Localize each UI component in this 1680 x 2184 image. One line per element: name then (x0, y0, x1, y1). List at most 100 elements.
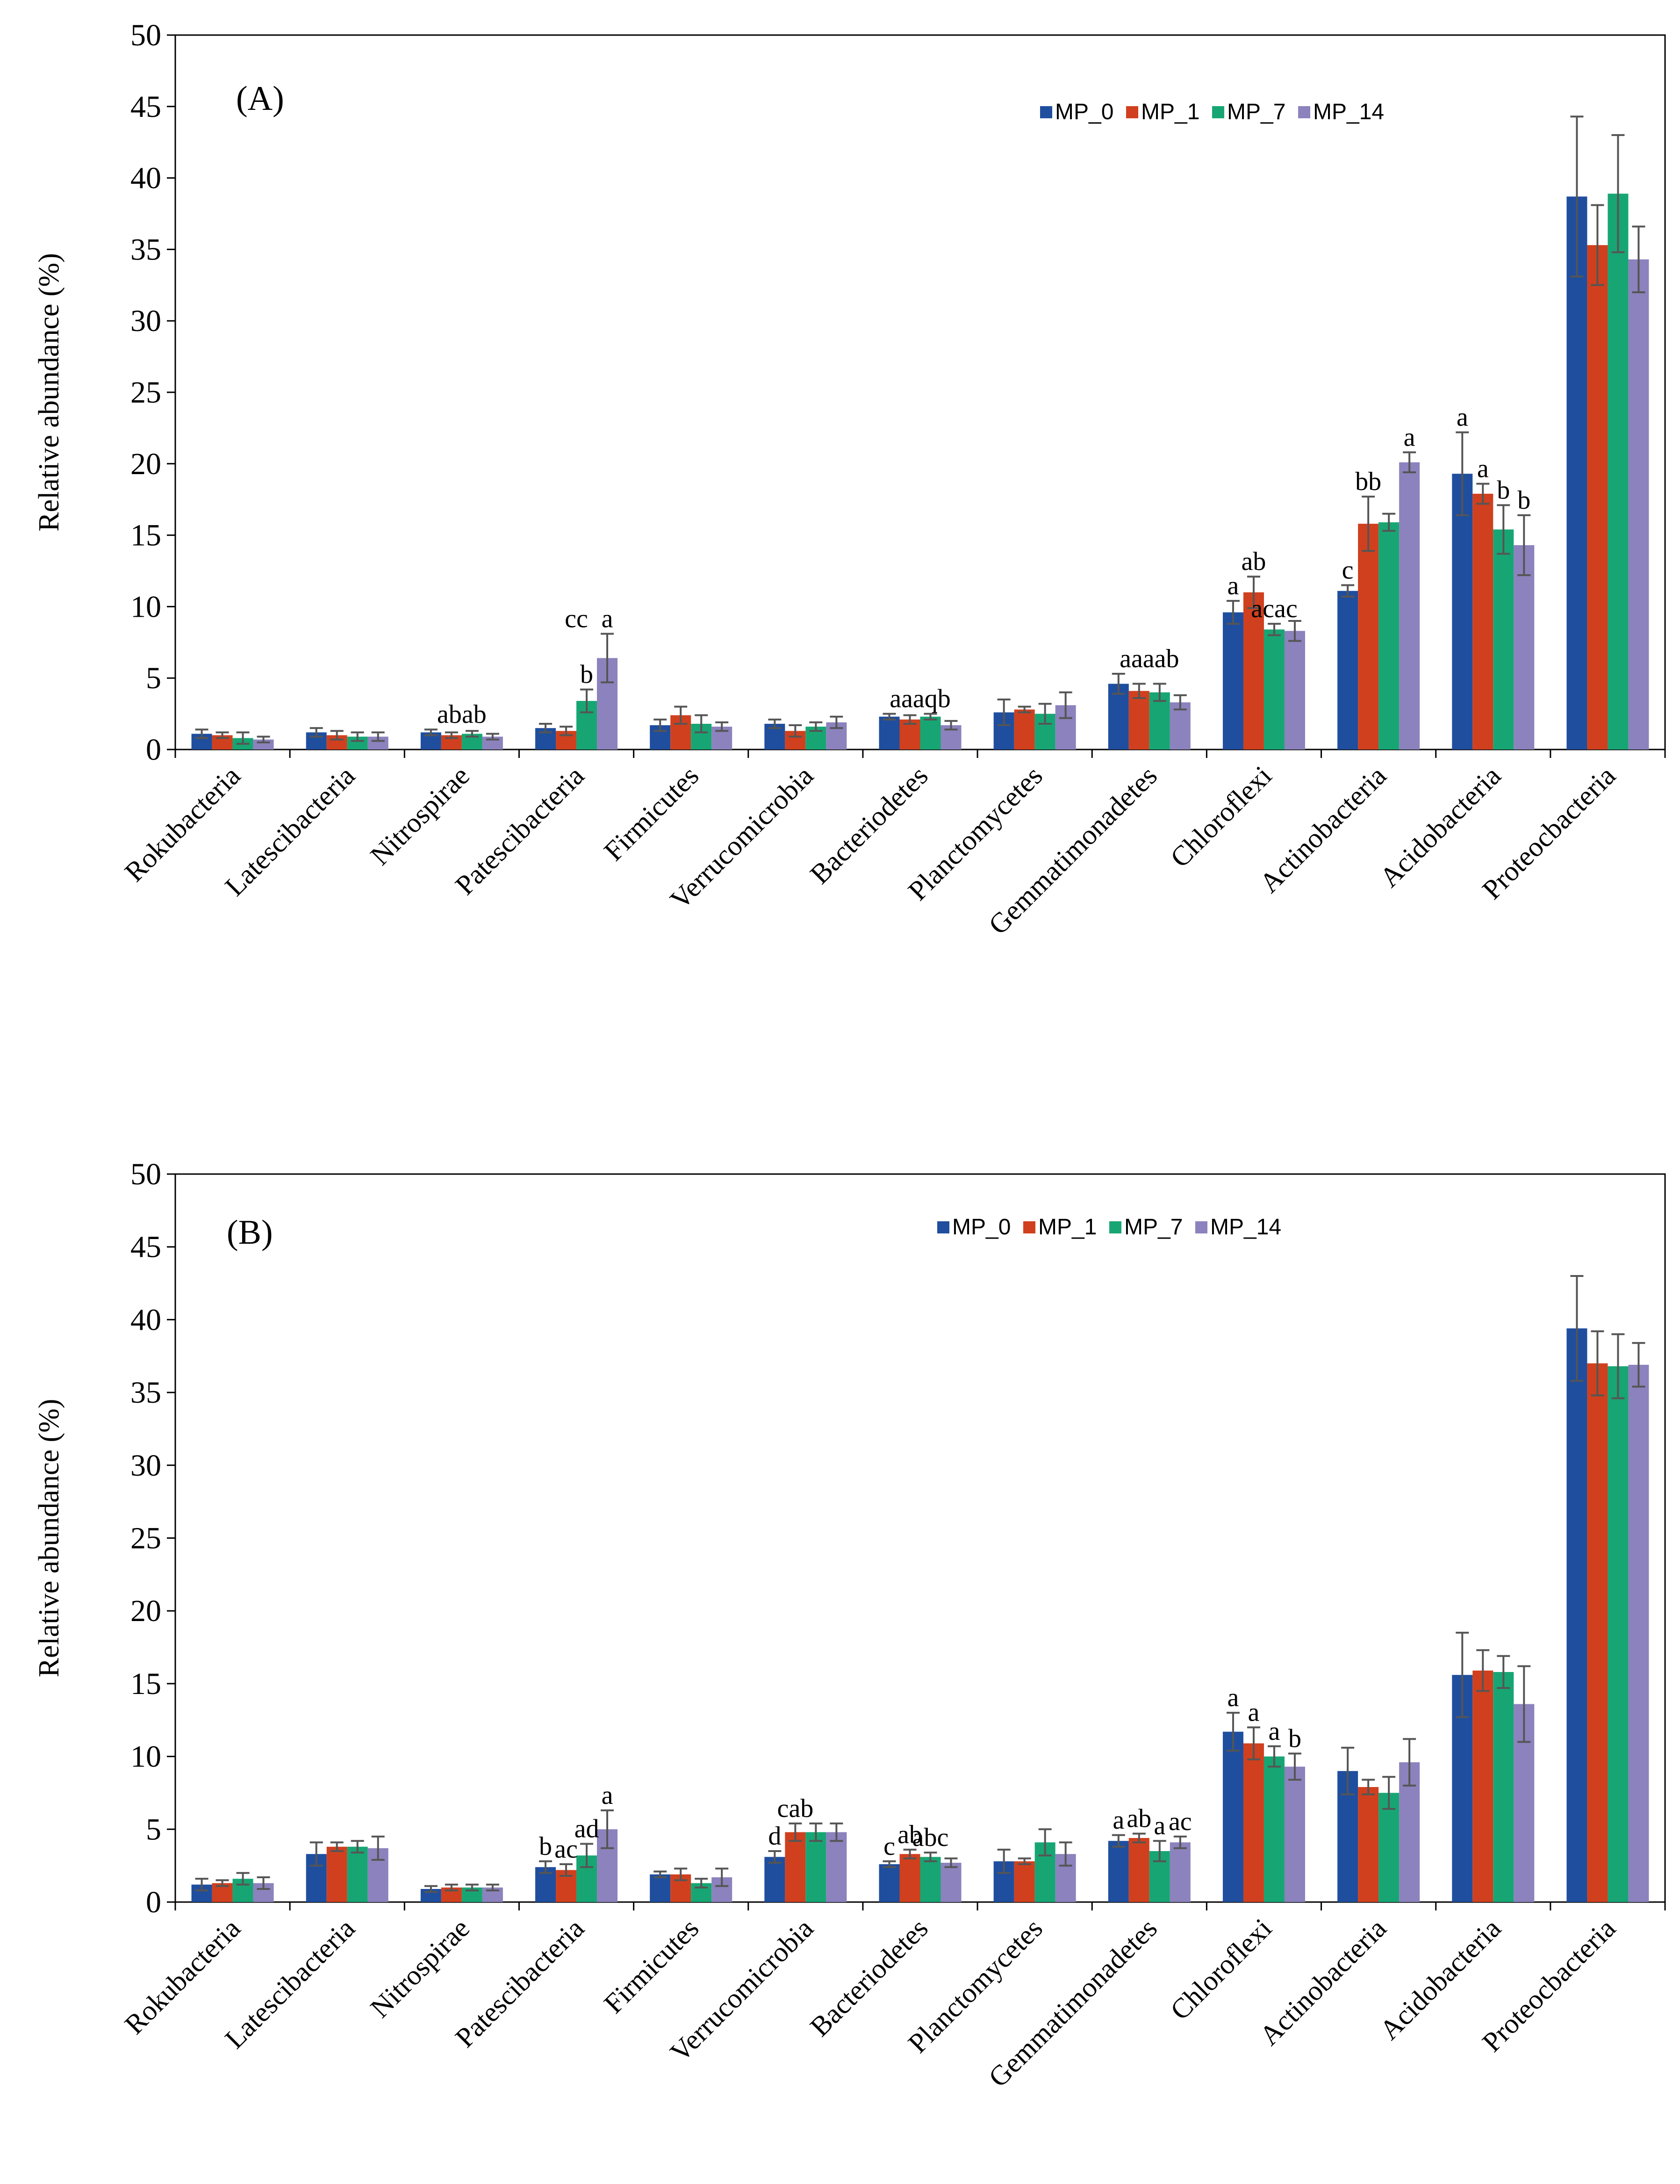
bar (1472, 493, 1493, 750)
legend-label: MP_14 (1210, 1215, 1281, 1240)
bar (1566, 1328, 1587, 1902)
bar (1243, 592, 1264, 750)
significance-letter: d (768, 1822, 781, 1851)
legend: MP_0 MP_1 MP_7 MP_14 (937, 1215, 1281, 1240)
y-tick-label: 20 (130, 447, 161, 481)
y-tick-label: 35 (130, 232, 161, 267)
y-tick-label: 45 (130, 1230, 161, 1264)
y-tick-label: 40 (130, 161, 161, 195)
y-tick-label: 50 (130, 18, 161, 52)
y-tick-label: 25 (130, 375, 161, 410)
significance-letter: a (1477, 454, 1489, 483)
bar (1378, 1793, 1400, 1902)
significance-letter: b (1497, 476, 1510, 505)
bar (1608, 194, 1629, 750)
bar (764, 1857, 785, 1902)
bar (1264, 629, 1285, 750)
y-tick-label: 30 (130, 304, 161, 338)
bar (1608, 1366, 1629, 1902)
significance-letter: ad (574, 1814, 599, 1843)
chart-panel-b: 0 5 10 15 20 25 30 35 40 45 50 Relative abundance (… (33, 1157, 1666, 2093)
bar (326, 1846, 347, 1902)
significance-letter: b (580, 660, 593, 689)
legend-label: MP_0 (952, 1215, 1011, 1240)
legend: MP_0 MP_1 MP_7 MP_14 (1040, 100, 1384, 124)
y-tick-label: 35 (130, 1376, 161, 1410)
significance-letter: ab (897, 1820, 922, 1849)
legend-swatch (1195, 1221, 1207, 1233)
category-label: Rokubacteria (119, 1913, 246, 2040)
category-label: Chloroflexi (1164, 1913, 1278, 2026)
significance-letter: ac (554, 1835, 578, 1864)
significance-letter: aaaab (1120, 644, 1179, 673)
bar (1358, 1787, 1379, 1902)
y-tick-label: 0 (146, 1885, 161, 1919)
y-axis-title: Relative abundance (%) (33, 253, 65, 532)
legend-swatch (937, 1221, 949, 1233)
y-tick-label: 5 (146, 1812, 161, 1846)
legend-label: MP_7 (1227, 100, 1285, 124)
significance-letter: a (1228, 1683, 1239, 1712)
y-tick-label: 25 (130, 1521, 161, 1556)
significance-letter: a (1269, 1717, 1280, 1746)
significance-letter: a (602, 1781, 613, 1810)
bar (826, 1832, 847, 1902)
bar (941, 1862, 962, 1902)
bar (1149, 692, 1170, 750)
legend-label: MP_14 (1313, 100, 1384, 124)
y-tick-label: 40 (130, 1303, 161, 1337)
significance-letter: b (1517, 486, 1530, 515)
category-label: Rokubacteria (119, 760, 246, 888)
significance-letter: c (883, 1832, 895, 1861)
significance-letter: ac (1169, 1807, 1192, 1836)
legend-swatch (1109, 1221, 1121, 1233)
y-tick-label: 50 (130, 1157, 161, 1191)
y-tick-label: 10 (130, 590, 161, 624)
plot-frame (174, 1173, 1666, 1903)
legend-swatch (1023, 1221, 1035, 1233)
legend-label: MP_1 (1038, 1215, 1097, 1240)
bar (1378, 522, 1400, 750)
y-tick-label: 0 (146, 733, 161, 767)
significance-letter: a (1404, 423, 1415, 452)
bar (1587, 245, 1608, 750)
significance-letter: a (602, 604, 613, 633)
bar (1108, 684, 1129, 750)
bar (1452, 474, 1473, 750)
significance-letter: a (1154, 1811, 1165, 1840)
bar (1014, 1861, 1035, 1902)
significance-letter: ab (1127, 1804, 1151, 1833)
bar (785, 1832, 806, 1902)
bar (1243, 1743, 1264, 1902)
y-tick-label: 10 (130, 1740, 161, 1774)
category-label: Bacteriodetes (804, 1913, 934, 2043)
category-label: Bacteriodetes (804, 760, 934, 890)
significance-letter: aaaqb (890, 685, 951, 714)
significance-letter: abab (437, 700, 487, 729)
y-tick-label: 30 (130, 1449, 161, 1483)
plot-frame (174, 34, 1666, 750)
y-tick-label: 15 (130, 1667, 161, 1701)
legend-label: MP_1 (1141, 100, 1199, 124)
significance-letter: cab (777, 1794, 813, 1823)
bar (1284, 631, 1305, 750)
bar (1514, 545, 1535, 750)
y-axis-title: Relative abundance (%) (33, 1399, 65, 1678)
significance-letter: b (539, 1832, 552, 1861)
y-tick-label: 5 (146, 661, 161, 695)
bar (1337, 591, 1358, 750)
bar (879, 1864, 900, 1902)
y-tick-label: 45 (130, 90, 161, 124)
bar (1170, 1842, 1191, 1902)
bar (1587, 1363, 1608, 1902)
legend-swatch (1298, 106, 1310, 118)
bar (1014, 709, 1035, 750)
category-label: Firmicutes (598, 760, 704, 867)
bar (1493, 529, 1514, 750)
bar (1472, 1670, 1493, 1902)
bar (1284, 1766, 1305, 1902)
significance-letter: b (1288, 1724, 1301, 1753)
significance-letter: abc (912, 1823, 949, 1852)
